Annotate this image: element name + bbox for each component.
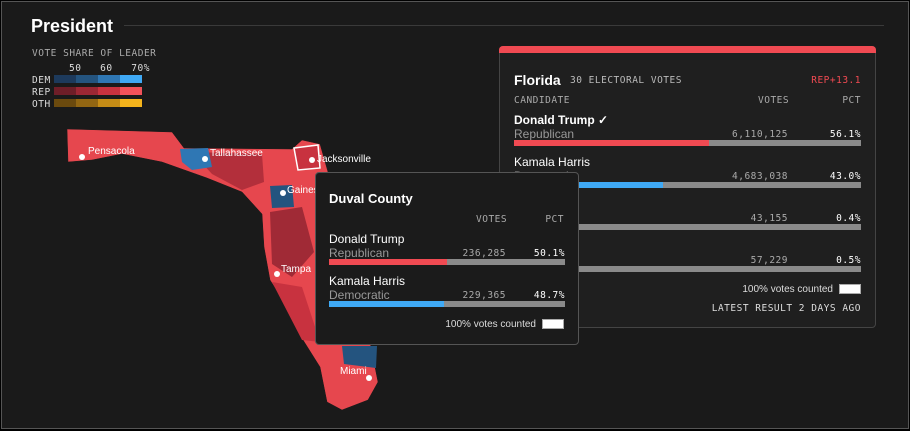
electoral: 30 ELECTORAL VOTES: [570, 75, 682, 86]
county-popup: Duval County VOTES PCT Donald Trump Repub…: [315, 172, 579, 345]
col-header: VOTES: [476, 214, 508, 225]
city-dot: [309, 157, 315, 163]
legend-row: OTH: [32, 99, 142, 111]
florida: [66, 128, 379, 411]
col-header: CANDIDATE: [514, 95, 570, 106]
bar: [514, 140, 709, 146]
bar-track: [514, 140, 861, 146]
candidate: Kamala Harris: [329, 274, 406, 288]
county-region: [272, 282, 320, 342]
legend-row: DEM: [32, 75, 142, 87]
city-dot: [202, 156, 208, 162]
city-dot: [280, 190, 286, 196]
votes: 43,155: [750, 213, 788, 224]
bar: [329, 259, 448, 265]
votes: 6,110,125: [732, 129, 788, 140]
scale-label: 60: [100, 63, 113, 74]
city-dot: [79, 154, 85, 160]
pct: 50.1%: [533, 248, 565, 259]
city: Jacksonville: [317, 154, 371, 165]
bar-track: [329, 301, 565, 307]
county-selected[interactable]: [293, 144, 321, 171]
legend-row: REP: [32, 87, 142, 99]
scale-label: 50: [69, 63, 82, 74]
county-region: [270, 207, 314, 277]
city: Gainesville: [287, 185, 336, 196]
party: Republican: [514, 127, 575, 141]
party: Republican: [329, 246, 390, 260]
party: Democratic: [329, 288, 390, 302]
city-dot: [274, 271, 280, 277]
bar: [329, 301, 444, 307]
panel-bar: [499, 46, 876, 53]
pct: 43.0%: [829, 171, 861, 182]
scale-label: 70%: [131, 63, 150, 74]
margin: REP+13.1: [811, 75, 861, 86]
county-dem: [342, 346, 377, 368]
counted: 100% votes counted: [742, 284, 861, 295]
city: Pensacola: [88, 146, 135, 157]
rule: [124, 25, 884, 26]
legend-rows: DEM REP OTH: [32, 75, 142, 111]
city: Miami: [340, 366, 367, 377]
candidate: Kamala Harris: [514, 155, 591, 169]
legend-title: VOTE SHARE OF LEADER: [32, 48, 157, 59]
pct: 56.1%: [829, 129, 861, 140]
updated: LATEST RESULT 2 DAYS AGO: [711, 303, 861, 314]
bar-track: [514, 182, 861, 188]
city: Tallahassee: [210, 148, 263, 159]
county-dem: [270, 185, 294, 208]
counted: 100% votes counted: [445, 319, 564, 330]
candidate: Donald Trump ✓: [514, 113, 609, 127]
votes: 236,285: [462, 248, 506, 259]
title: President: [31, 16, 114, 36]
county-name: Duval County: [329, 191, 413, 206]
bar-track: [329, 259, 565, 265]
state-name: Florida: [514, 72, 561, 88]
col-header: VOTES: [758, 95, 790, 106]
votes: 57,229: [750, 255, 788, 266]
county-dem: [180, 148, 212, 170]
votes: 4,683,038: [732, 171, 788, 182]
city: Tampa: [281, 264, 311, 275]
col-header: PCT: [842, 95, 861, 106]
legend-scale: 50 60 70%: [69, 63, 149, 74]
city-dot: [366, 375, 372, 381]
pct: 48.7%: [533, 290, 565, 301]
votes: 229,365: [462, 290, 506, 301]
col-header: PCT: [545, 214, 564, 225]
bar: [514, 182, 664, 188]
pct: 0.4%: [836, 213, 861, 224]
candidate: Donald Trump: [329, 232, 405, 246]
pct: 0.5%: [836, 255, 861, 266]
